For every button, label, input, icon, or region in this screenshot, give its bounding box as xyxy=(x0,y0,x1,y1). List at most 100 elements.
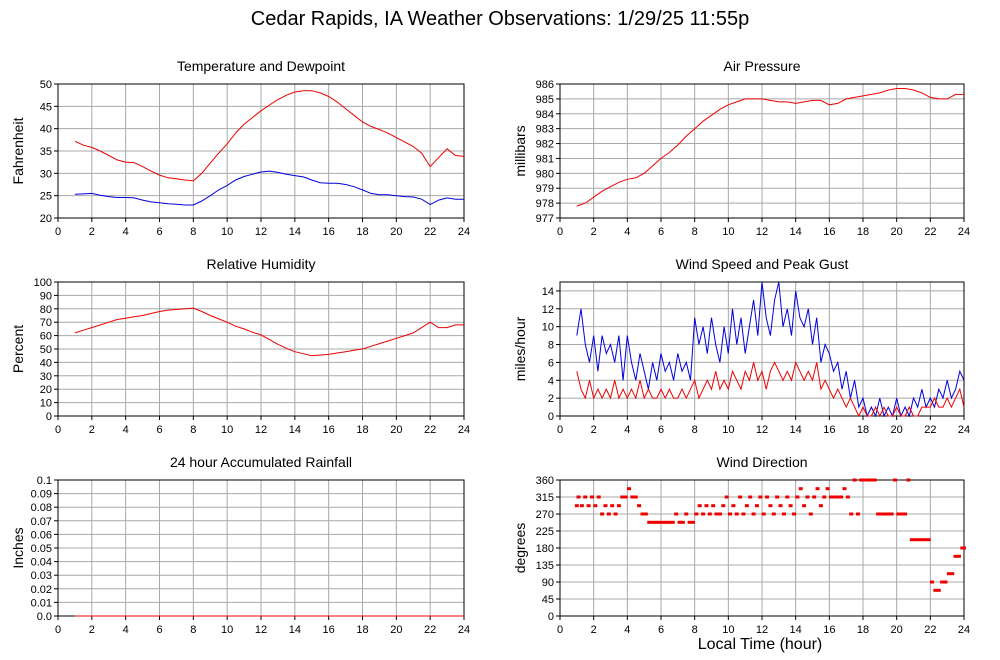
chart-4-xtick-label: 4 xyxy=(123,624,129,636)
chart-3-xtick-label: 10 xyxy=(722,424,734,436)
chart-5-point xyxy=(825,487,830,491)
chart-0-xtick-label: 24 xyxy=(458,226,470,238)
chart-1-ytick-label: 978 xyxy=(536,198,554,210)
chart-2-series-0-line xyxy=(74,307,464,357)
chart-4-ytick-label: 0.06 xyxy=(31,529,52,541)
chart-4-xtick-label: 0 xyxy=(55,624,61,636)
chart-3-xtick-label: 18 xyxy=(857,424,869,436)
chart-5-xtick-label: 6 xyxy=(658,624,664,636)
chart-5-point xyxy=(956,554,961,558)
chart-4-xtick-label: 8 xyxy=(190,624,196,636)
chart-5-point xyxy=(684,512,689,516)
chart-2-xtick-label: 18 xyxy=(356,424,368,436)
chart-0-ytick-label: 30 xyxy=(40,168,52,180)
chart-2-ytick-label: 0 xyxy=(46,411,52,423)
chart-5-ytick-label: 90 xyxy=(542,577,554,589)
chart-5-point xyxy=(845,495,850,499)
chart-5-point xyxy=(603,504,608,508)
chart-5-point xyxy=(946,572,951,576)
chart-5-point xyxy=(579,504,584,508)
chart-5-point xyxy=(721,504,726,508)
chart-3-ylabel: miles/hour xyxy=(512,316,528,381)
chart-1-xtick-label: 24 xyxy=(958,226,970,238)
chart-5-point xyxy=(724,495,729,499)
chart-5-point xyxy=(748,495,753,499)
chart-4-ytick-label: 0.04 xyxy=(31,557,52,569)
chart-4-ylabel: Inches xyxy=(10,527,26,568)
chart-5-point xyxy=(886,512,891,516)
chart-3-ytick-label: 4 xyxy=(548,375,554,387)
chart-2-ytick-label: 40 xyxy=(40,357,52,369)
chart-1-ytick-label: 981 xyxy=(536,153,554,165)
chart-0-ytick-label: 35 xyxy=(40,146,52,158)
chart-5-point xyxy=(923,538,928,542)
chart-5-point xyxy=(849,512,854,516)
chart-5-xtick-label: 8 xyxy=(692,624,698,636)
chart-3-ytick-label: 6 xyxy=(548,357,554,369)
chart-0-xtick-label: 14 xyxy=(289,226,301,238)
chart-5-point xyxy=(741,512,746,516)
chart-5-ytick-label: 360 xyxy=(536,475,554,487)
chart-1-ytick-label: 984 xyxy=(536,109,554,121)
chart-5-point xyxy=(903,512,908,516)
chart-5-point xyxy=(667,520,672,524)
chart-5-ytick-label: 225 xyxy=(536,526,554,538)
chart-5-point xyxy=(657,520,662,524)
chart-3-ytick-label: 0 xyxy=(548,411,554,423)
chart-5-point xyxy=(805,495,810,499)
chart-0-frame xyxy=(57,83,465,219)
chart-5-point xyxy=(690,520,695,524)
chart-5-xtick-label: 0 xyxy=(557,624,563,636)
chart-3-series-0-line xyxy=(576,281,965,418)
chart-3-xtick-label: 20 xyxy=(891,424,903,436)
chart-3-ytick-label: 8 xyxy=(548,340,554,352)
page-title: Cedar Rapids, IA Weather Observations: 1… xyxy=(250,8,750,30)
chart-5-title: Wind Direction xyxy=(716,454,807,470)
chart-3-ytick-label: 10 xyxy=(542,322,554,334)
chart-5-point xyxy=(913,538,918,542)
chart-4-xtick-label: 12 xyxy=(255,624,267,636)
chart-5-point xyxy=(781,512,786,516)
chart-5-point xyxy=(697,504,702,508)
chart-5-point xyxy=(600,512,605,516)
chart-5-point xyxy=(653,520,658,524)
chart-5-point xyxy=(610,504,615,508)
chart-5-point xyxy=(815,487,820,491)
chart-0-xtick-label: 12 xyxy=(255,226,267,238)
chart-2-ytick-label: 50 xyxy=(40,344,52,356)
chart-5-point xyxy=(818,504,823,508)
chart-2-ytick-label: 90 xyxy=(40,290,52,302)
chart-0-xtick-label: 6 xyxy=(156,226,162,238)
chart-5-point xyxy=(879,512,884,516)
chart-5-point xyxy=(798,487,803,491)
chart-5-point xyxy=(627,487,632,491)
chart-2-ylabel: Percent xyxy=(10,325,26,373)
chart-3-xtick-label: 6 xyxy=(658,424,664,436)
chart-0-xtick-label: 2 xyxy=(89,226,95,238)
chart-5-xtick-label: 4 xyxy=(624,624,630,636)
chart-2-xtick-label: 4 xyxy=(123,424,129,436)
chart-5-xtick-label: 14 xyxy=(790,624,802,636)
chart-2-ytick-label: 70 xyxy=(40,317,52,329)
chart-3-xtick-label: 24 xyxy=(958,424,970,436)
chart-5-point xyxy=(606,512,611,516)
chart-2-frame xyxy=(57,281,465,417)
chart-5-point xyxy=(812,495,817,499)
chart-5-point xyxy=(832,495,837,499)
chart-5-point xyxy=(734,512,739,516)
chart-5-point xyxy=(674,512,679,516)
chart-5-point xyxy=(640,512,645,516)
chart-4-xtick-label: 22 xyxy=(424,624,436,636)
chart-5-point xyxy=(660,520,665,524)
chart-2-xtick-label: 6 xyxy=(156,424,162,436)
chart-5-xtick-label: 24 xyxy=(958,624,970,636)
chart-5-ytick-label: 315 xyxy=(536,492,554,504)
chart-5-point xyxy=(930,580,935,584)
chart-3-ytick-label: 12 xyxy=(542,304,554,316)
chart-2-xtick-label: 24 xyxy=(458,424,470,436)
chart-5-point xyxy=(620,495,625,499)
chart-3-xtick-label: 16 xyxy=(823,424,835,436)
chart-3-xtick-label: 4 xyxy=(624,424,630,436)
chart-5-point xyxy=(711,504,716,508)
chart-1-title: Air Pressure xyxy=(723,58,800,74)
